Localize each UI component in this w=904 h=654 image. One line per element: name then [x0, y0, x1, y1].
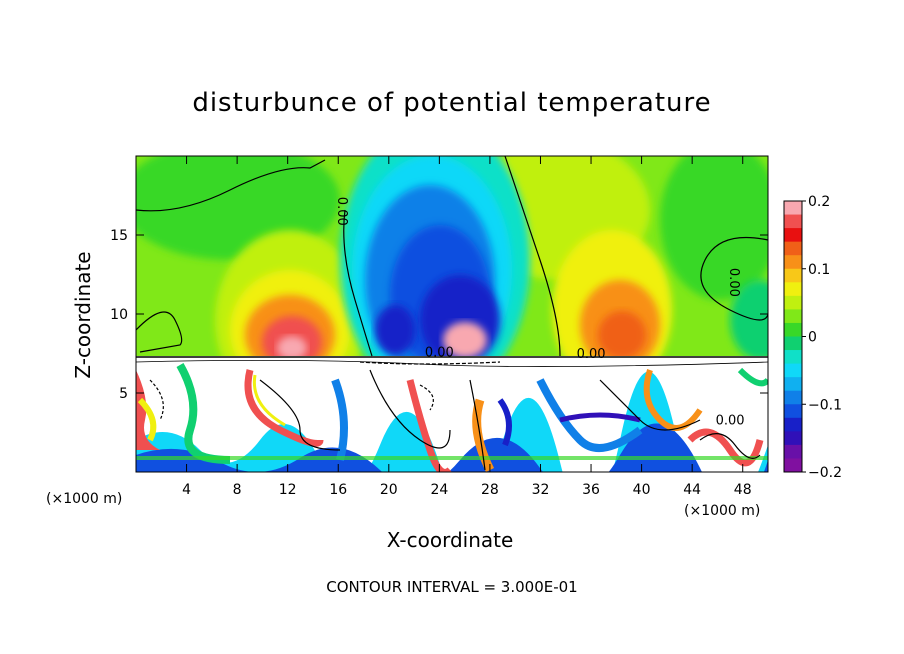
colorbar-swatch	[784, 458, 802, 473]
x-tick-label: 4	[182, 482, 191, 498]
x-tick-label: 16	[329, 482, 347, 498]
colorbar: 0.2 0.1 0 −0.1 −0.2	[783, 194, 842, 481]
x-tick-label: 32	[532, 482, 550, 498]
colorbar-swatch	[784, 444, 802, 459]
x-tick-label: 44	[683, 482, 701, 498]
colorbar-swatch	[784, 268, 802, 283]
contour-label: 0.00	[716, 414, 745, 429]
colorbar-swatch	[784, 322, 802, 337]
colorbar-swatch	[784, 377, 802, 392]
colorbar-tick-label: 0	[808, 330, 817, 346]
x-tick-label: 8	[233, 482, 242, 498]
colorbar-swatch	[784, 309, 802, 324]
colorbar-swatch	[784, 214, 802, 229]
contour-label: 0.00	[726, 268, 741, 297]
y-tick-label: 10	[110, 307, 128, 323]
heatmap-field	[136, 156, 768, 472]
contour-label: 0.00	[334, 197, 349, 226]
colorbar-tick-label: −0.1	[808, 397, 842, 413]
contour-labels: 0.00 0.00 0.00 0.00 0.00	[334, 197, 744, 429]
colorbar-swatch	[784, 282, 802, 297]
colorbar-swatch	[784, 228, 802, 243]
chart-title: disturbunce of potential temperature	[192, 88, 712, 118]
colorbar-swatch	[784, 201, 802, 216]
x-axis-label: X-coordinate	[386, 528, 514, 552]
contour-lines	[136, 156, 768, 471]
colorbar-tick-label: 0.1	[808, 262, 830, 278]
colorbar-swatch	[784, 390, 802, 405]
colorbar-swatch	[784, 363, 802, 378]
x-unit-label-left: (×1000 m)	[46, 491, 123, 507]
colorbar-swatch	[784, 336, 802, 351]
colorbar-swatch	[784, 431, 802, 446]
x-tick-label: 28	[481, 482, 499, 498]
y-tick-label: 15	[110, 228, 128, 244]
colorbar-swatch	[784, 295, 802, 310]
x-unit-label-right: (×1000 m)	[684, 503, 761, 519]
contour-label: 0.00	[425, 346, 454, 361]
colorbar-swatch	[784, 404, 802, 419]
x-tick-label: 12	[279, 482, 297, 498]
colorbar-swatch	[784, 255, 802, 270]
x-tick-label: 20	[380, 482, 398, 498]
x-tick-label: 40	[633, 482, 651, 498]
colorbar-tick-label: 0.2	[808, 194, 830, 210]
x-tick-label: 24	[430, 482, 448, 498]
colorbar-swatch	[784, 417, 802, 432]
contour-interval-label: CONTOUR INTERVAL = 3.000E-01	[326, 578, 578, 596]
contour-label: 0.00	[577, 347, 606, 362]
x-tick-label: 36	[582, 482, 600, 498]
x-tick-label: 48	[734, 482, 752, 498]
colorbar-tick-label: −0.2	[808, 465, 842, 481]
y-tick-label: 5	[119, 386, 128, 402]
colorbar-swatch	[784, 241, 802, 256]
colorbar-swatch	[784, 350, 802, 365]
